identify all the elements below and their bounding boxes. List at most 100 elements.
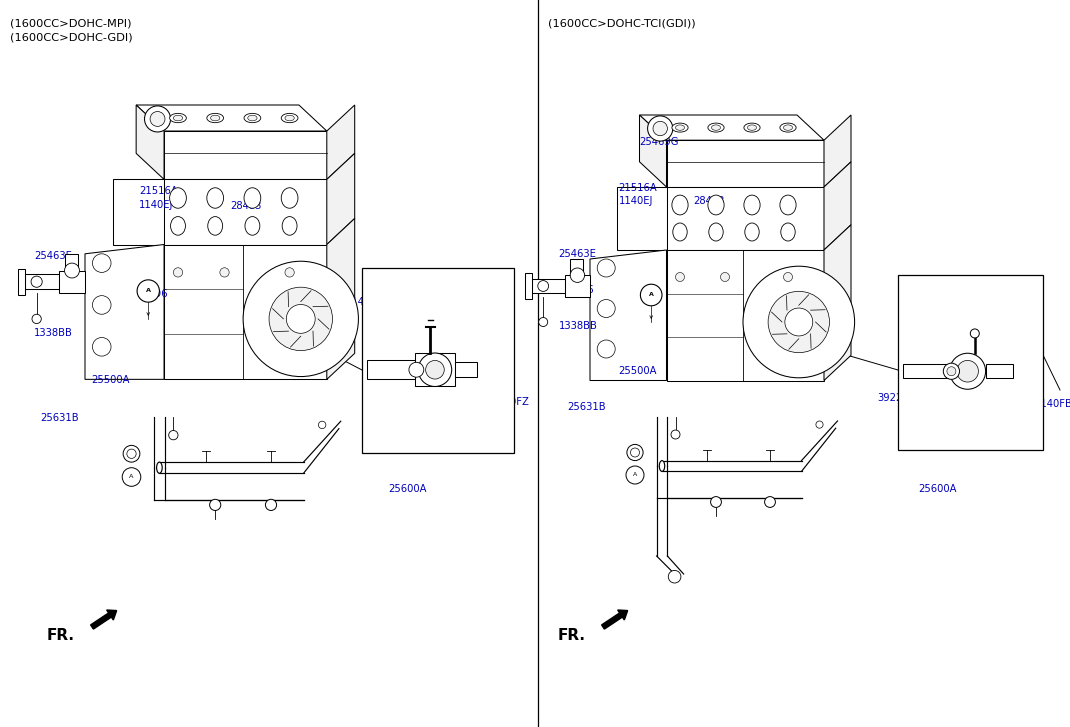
Circle shape — [137, 280, 159, 302]
Text: 39220G: 39220G — [877, 393, 917, 403]
Ellipse shape — [780, 195, 796, 215]
Circle shape — [123, 446, 140, 462]
Text: 13396: 13396 — [563, 285, 595, 295]
Circle shape — [64, 263, 79, 278]
Ellipse shape — [170, 188, 186, 208]
Text: FR.: FR. — [47, 627, 75, 643]
Text: 1140FZ: 1140FZ — [492, 397, 530, 407]
Circle shape — [597, 259, 615, 277]
Circle shape — [144, 106, 170, 132]
Text: 25463E: 25463E — [34, 251, 72, 261]
Ellipse shape — [744, 123, 760, 132]
Polygon shape — [367, 361, 414, 379]
Circle shape — [970, 329, 979, 338]
Text: 1338BB: 1338BB — [34, 328, 73, 338]
Circle shape — [671, 430, 681, 439]
Text: 25600A: 25600A — [388, 484, 427, 494]
Ellipse shape — [708, 223, 723, 241]
Bar — [362, 268, 514, 453]
Polygon shape — [64, 254, 77, 270]
Ellipse shape — [173, 116, 183, 121]
Circle shape — [538, 281, 549, 292]
Text: 28483: 28483 — [693, 196, 724, 206]
Polygon shape — [25, 274, 59, 289]
Circle shape — [630, 448, 640, 457]
Circle shape — [765, 497, 776, 507]
Ellipse shape — [156, 462, 163, 473]
Text: 25631B: 25631B — [567, 402, 606, 412]
Ellipse shape — [781, 223, 795, 241]
Polygon shape — [326, 153, 354, 244]
Ellipse shape — [659, 461, 664, 471]
Polygon shape — [667, 250, 824, 380]
Ellipse shape — [285, 116, 294, 121]
Polygon shape — [59, 270, 85, 293]
Polygon shape — [565, 276, 590, 297]
Ellipse shape — [207, 113, 224, 123]
Text: A: A — [146, 289, 151, 294]
Circle shape — [287, 305, 316, 333]
Ellipse shape — [207, 188, 224, 208]
Polygon shape — [640, 115, 824, 140]
Polygon shape — [136, 105, 164, 180]
Polygon shape — [667, 187, 824, 250]
Circle shape — [570, 268, 584, 282]
Ellipse shape — [244, 188, 261, 208]
Ellipse shape — [673, 223, 687, 241]
Circle shape — [957, 361, 978, 382]
Circle shape — [210, 499, 220, 510]
Circle shape — [169, 430, 178, 440]
Ellipse shape — [211, 116, 219, 121]
Circle shape — [947, 366, 956, 376]
Circle shape — [816, 421, 823, 428]
Circle shape — [426, 361, 444, 379]
Text: (1600CC>DOHC-GDI): (1600CC>DOHC-GDI) — [10, 32, 133, 42]
FancyArrow shape — [601, 610, 628, 629]
Text: 25500A: 25500A — [618, 366, 657, 376]
Polygon shape — [590, 250, 667, 380]
Ellipse shape — [708, 123, 724, 132]
Circle shape — [743, 266, 855, 378]
Circle shape — [92, 296, 111, 314]
Polygon shape — [570, 259, 583, 276]
Circle shape — [720, 273, 730, 281]
Text: 25469G: 25469G — [639, 137, 678, 147]
Polygon shape — [326, 105, 354, 180]
Text: 25463E: 25463E — [559, 249, 596, 260]
Circle shape — [243, 261, 358, 377]
Polygon shape — [824, 162, 851, 250]
Ellipse shape — [744, 195, 760, 215]
Text: 1140EJ: 1140EJ — [139, 200, 173, 210]
Circle shape — [768, 292, 829, 353]
Text: A: A — [129, 475, 134, 480]
Circle shape — [675, 273, 685, 281]
Polygon shape — [414, 353, 456, 387]
Circle shape — [92, 337, 111, 356]
Text: FR.: FR. — [557, 627, 586, 643]
Text: 1140FB: 1140FB — [786, 313, 824, 323]
Circle shape — [641, 284, 662, 306]
Polygon shape — [617, 187, 667, 250]
Ellipse shape — [281, 188, 297, 208]
Text: 1338BB: 1338BB — [559, 321, 597, 331]
Circle shape — [127, 449, 136, 459]
Ellipse shape — [780, 123, 796, 132]
Polygon shape — [164, 180, 326, 244]
Polygon shape — [824, 225, 851, 380]
Circle shape — [319, 421, 326, 429]
Polygon shape — [18, 269, 25, 294]
Text: 1140FB: 1140FB — [346, 297, 383, 308]
Polygon shape — [113, 180, 164, 244]
Circle shape — [785, 308, 813, 336]
Polygon shape — [902, 364, 949, 379]
Circle shape — [173, 268, 183, 277]
Polygon shape — [326, 218, 354, 379]
Circle shape — [710, 497, 721, 507]
Circle shape — [92, 254, 111, 273]
Text: 25620A: 25620A — [393, 340, 431, 350]
Text: 25631B: 25631B — [41, 413, 79, 423]
Text: 21516A: 21516A — [139, 186, 178, 196]
Ellipse shape — [712, 125, 720, 130]
Ellipse shape — [281, 113, 297, 123]
Text: A: A — [648, 292, 654, 297]
